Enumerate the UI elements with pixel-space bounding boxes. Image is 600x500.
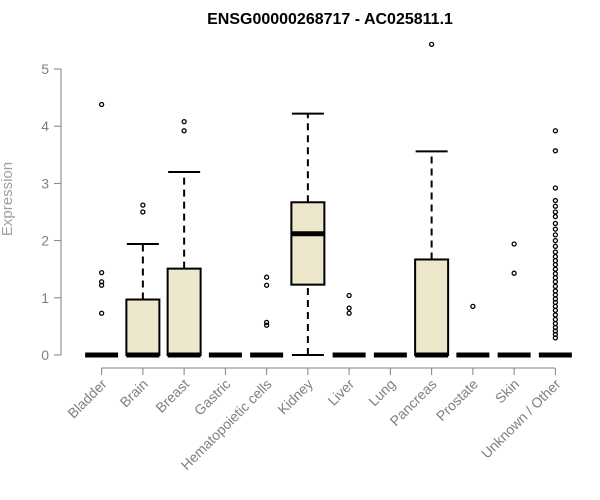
outlier-0-1 (98, 269, 105, 276)
outlier-6-1 (346, 305, 352, 311)
outlier-11-19 (552, 279, 559, 285)
x-tick-label-0: Bladder (64, 376, 110, 422)
box-2 (166, 118, 202, 358)
y-axis-label: Expression (0, 162, 16, 236)
outlier-9-0 (470, 303, 476, 310)
box-9 (456, 303, 490, 358)
box-rect-5 (290, 201, 326, 286)
boxes-group (85, 41, 572, 358)
x-tick-label-9: Prostate (433, 376, 481, 424)
outlier-11-16 (552, 266, 559, 272)
box-4 (250, 274, 284, 358)
outlier-6-0 (346, 292, 352, 299)
outlier-10-1 (511, 270, 517, 276)
outlier-11-1 (552, 148, 559, 154)
outlier-11-0 (552, 128, 559, 134)
box-0 (85, 101, 119, 358)
x-tick-label-6: Liver (324, 376, 357, 409)
box-8 (414, 41, 450, 358)
x-tick-label-2: Breast (152, 376, 192, 416)
box-5 (290, 112, 326, 356)
outlier-0-0 (98, 101, 105, 108)
outlier-4-0 (263, 274, 270, 280)
outlier-2-0 (181, 118, 187, 125)
outlier-11-5 (552, 209, 559, 215)
outlier-4-2 (263, 319, 270, 326)
outlier-1-1 (140, 209, 146, 215)
box-rect-2 (166, 267, 202, 356)
x-tick-label-10: Skin (492, 376, 523, 407)
outlier-11-8 (552, 226, 559, 232)
outlier-8-0 (428, 41, 435, 48)
outlier-11-2 (552, 185, 559, 191)
box-1 (125, 202, 161, 358)
outlier-11-9 (552, 232, 559, 238)
y-axis: 0 1 2 3 4 5 (41, 61, 62, 363)
outlier-2-1 (181, 128, 187, 134)
y-tick-label-2: 2 (41, 233, 49, 249)
outlier-11-11 (552, 243, 559, 249)
outlier-11-15 (552, 261, 559, 268)
outlier-11-10 (552, 237, 559, 244)
outlier-4-1 (263, 282, 270, 288)
x-tick-label-7: Lung (365, 376, 398, 409)
outlier-11-26 (552, 307, 559, 314)
box-11 (538, 128, 572, 358)
outlier-1-0 (140, 202, 146, 208)
chart-title: ENSG00000268717 - AC025811.1 (207, 11, 453, 28)
outlier-11-12 (552, 249, 559, 255)
outlier-11-4 (552, 203, 559, 209)
y-tick-label-3: 3 (41, 175, 49, 191)
y-tick-label-5: 5 (41, 61, 49, 77)
x-tick-label-1: Brain (117, 376, 151, 410)
outlier-10-0 (511, 241, 517, 247)
box-10 (497, 241, 531, 358)
outlier-11-33 (552, 335, 559, 341)
box-6 (332, 292, 366, 358)
outlier-0-4 (98, 310, 105, 316)
y-tick-label-0: 0 (41, 347, 49, 363)
box-rect-1 (125, 298, 161, 356)
outlier-11-27 (552, 312, 559, 318)
x-tick-label-5: Kidney (274, 376, 316, 418)
box-rect-8 (414, 258, 450, 357)
outlier-11-3 (552, 197, 559, 204)
y-tick-label-4: 4 (41, 118, 49, 134)
outlier-0-3 (98, 282, 105, 288)
outlier-11-7 (552, 220, 559, 227)
y-tick-label-1: 1 (41, 290, 49, 306)
outlier-11-20 (552, 283, 559, 290)
outlier-11-6 (552, 213, 559, 220)
outlier-6-2 (346, 310, 352, 316)
outlier-4-3 (263, 322, 270, 328)
